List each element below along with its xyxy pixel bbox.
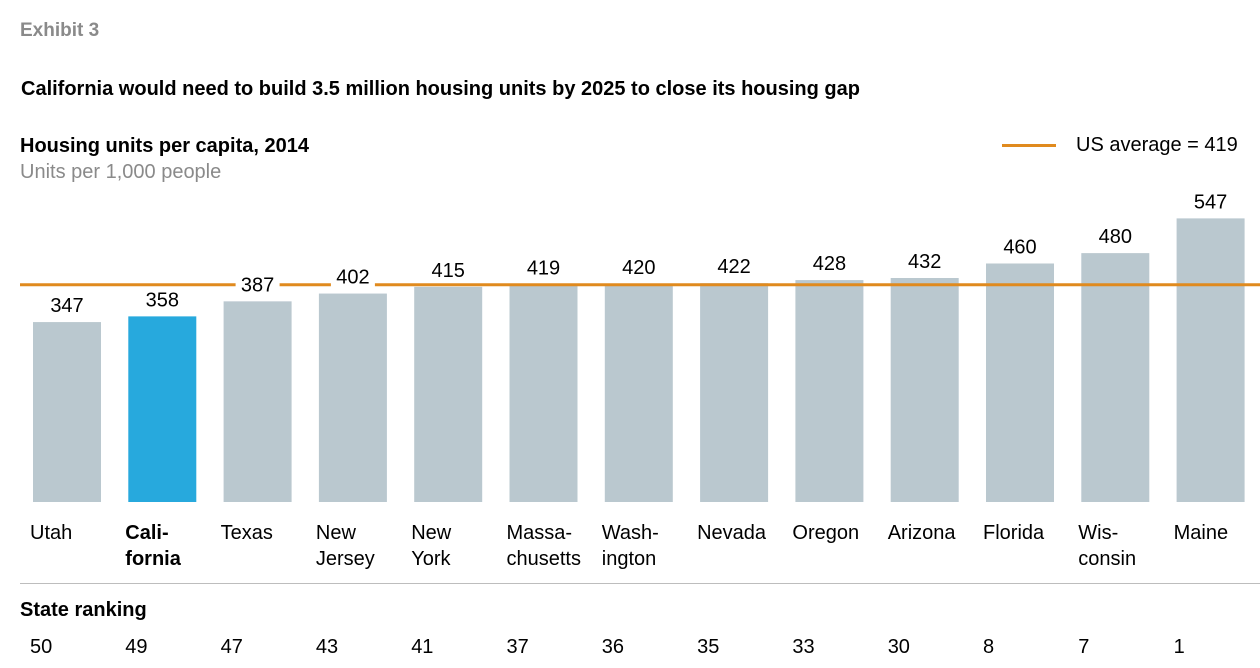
value-label: 422 xyxy=(717,256,750,278)
value-label: 480 xyxy=(1099,226,1132,248)
bar-california xyxy=(128,316,197,502)
bar-new-york xyxy=(414,286,483,502)
chart-title: Housing units per capita, 2014 xyxy=(20,135,309,157)
ranking-value: 8 xyxy=(983,636,994,658)
bar-arizona xyxy=(890,278,959,502)
category-label: Wis-consin xyxy=(1078,522,1136,570)
ranking-value: 37 xyxy=(507,636,529,658)
value-label: 460 xyxy=(1003,236,1036,258)
value-label-backing xyxy=(235,273,280,298)
category-label: Utah xyxy=(30,522,72,544)
value-label: 428 xyxy=(813,253,846,275)
category-label: Nevada xyxy=(697,522,767,544)
ranking-value: 50 xyxy=(30,636,52,658)
category-label: Oregon xyxy=(792,522,859,544)
category-label: Cali-fornia xyxy=(125,522,181,570)
category-label: Maine xyxy=(1174,522,1228,544)
ranking-value: 41 xyxy=(411,636,433,658)
category-label: Florida xyxy=(983,522,1045,544)
chart-headline: California would need to build 3.5 milli… xyxy=(21,78,860,100)
value-label: 415 xyxy=(432,260,465,282)
ranking-value: 33 xyxy=(792,636,814,658)
ranking-value: 7 xyxy=(1078,636,1089,658)
bar-utah xyxy=(33,322,101,502)
legend-label: US average = 419 xyxy=(1076,134,1238,156)
bar-wisconsin xyxy=(1081,253,1150,502)
value-label: 358 xyxy=(146,289,179,311)
value-label: 547 xyxy=(1194,191,1227,213)
state-ranking-title: State ranking xyxy=(20,599,147,621)
category-label: Massa-chusetts xyxy=(507,522,581,570)
legend: US average = 419 xyxy=(1002,134,1238,157)
bar-nevada xyxy=(700,283,769,502)
value-label: 419 xyxy=(527,258,560,280)
bar-oregon xyxy=(795,280,864,502)
value-label: 432 xyxy=(908,251,941,273)
value-label: 420 xyxy=(622,257,655,279)
bar-florida xyxy=(986,263,1054,502)
value-label-backing xyxy=(45,294,89,319)
bar-maine xyxy=(1176,218,1245,502)
value-label-backing xyxy=(140,288,185,313)
bar-new-jersey xyxy=(318,293,387,502)
ranking-value: 47 xyxy=(221,636,243,658)
value-label: 387 xyxy=(241,274,274,296)
value-label: 402 xyxy=(336,267,369,289)
bar-massachusetts xyxy=(509,284,578,502)
category-label: New Jersey xyxy=(316,522,375,570)
ranking-value: 49 xyxy=(125,636,147,658)
ranking-value: 30 xyxy=(888,636,910,658)
ranking-value: 43 xyxy=(316,636,338,658)
divider-line xyxy=(20,583,1260,584)
value-label-backing xyxy=(330,265,375,290)
category-label: Wash-ington xyxy=(602,522,659,570)
exhibit-label: Exhibit 3 xyxy=(20,20,100,41)
chart-subtitle: Units per 1,000 people xyxy=(20,161,222,183)
category-label: New York xyxy=(411,522,452,570)
ranking-value: 36 xyxy=(602,636,624,658)
category-label: Arizona xyxy=(888,522,957,544)
category-label: Texas xyxy=(221,522,273,544)
bar-washington xyxy=(604,284,673,502)
ranking-value: 1 xyxy=(1174,636,1185,658)
value-label: 347 xyxy=(50,295,83,317)
ranking-value: 35 xyxy=(697,636,719,658)
legend-line-swatch xyxy=(1002,144,1056,147)
bar-texas xyxy=(223,301,292,502)
value-label-backing xyxy=(426,258,471,283)
